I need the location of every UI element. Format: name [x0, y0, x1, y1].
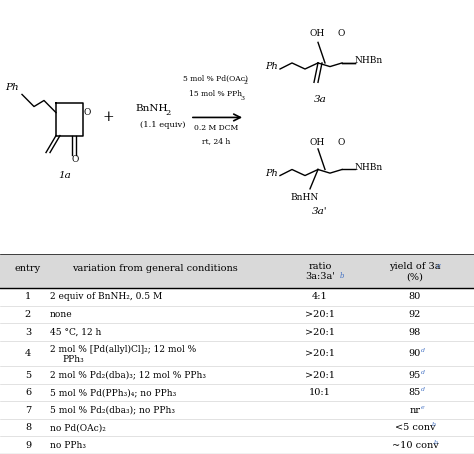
- Text: PPh₃: PPh₃: [62, 355, 84, 364]
- Text: c: c: [437, 262, 441, 270]
- Text: 9: 9: [25, 441, 31, 450]
- Text: 1a: 1a: [59, 171, 72, 180]
- Text: b: b: [340, 272, 345, 280]
- Text: nr: nr: [410, 405, 420, 415]
- Text: variation from general conditions: variation from general conditions: [72, 264, 238, 273]
- Text: 98: 98: [409, 328, 421, 336]
- Text: Ph: Ph: [265, 168, 278, 178]
- Text: 3a': 3a': [312, 207, 328, 217]
- Bar: [0, 254, 474, 288]
- Text: 92: 92: [409, 310, 421, 319]
- Text: b: b: [434, 440, 438, 445]
- Text: O: O: [338, 138, 346, 148]
- Text: 3a:3a': 3a:3a': [305, 272, 335, 281]
- Text: 8: 8: [25, 423, 31, 432]
- Text: 7: 7: [25, 405, 31, 415]
- Text: >20:1: >20:1: [305, 310, 335, 319]
- Text: rt, 24 h: rt, 24 h: [202, 138, 230, 146]
- Text: NHBn: NHBn: [355, 163, 383, 172]
- Text: >20:1: >20:1: [305, 328, 335, 336]
- Text: O: O: [338, 30, 346, 39]
- Text: d: d: [420, 387, 425, 392]
- Text: (1.1 equiv): (1.1 equiv): [140, 121, 185, 128]
- Text: 80: 80: [409, 292, 421, 301]
- Text: 2 mol % Pd₂(dba)₃; 12 mol % PPh₃: 2 mol % Pd₂(dba)₃; 12 mol % PPh₃: [50, 370, 206, 380]
- Text: NHBn: NHBn: [355, 56, 383, 65]
- Text: >20:1: >20:1: [305, 349, 335, 358]
- Text: 85: 85: [409, 388, 421, 397]
- Text: none: none: [50, 310, 73, 319]
- Text: >20:1: >20:1: [305, 370, 335, 380]
- Text: 2 equiv of BnNH₂, 0.5 M: 2 equiv of BnNH₂, 0.5 M: [50, 292, 162, 301]
- Text: yield of 3a: yield of 3a: [389, 262, 441, 271]
- Text: BnHN: BnHN: [290, 193, 318, 202]
- Text: 2: 2: [165, 109, 170, 117]
- Text: Ph: Ph: [5, 83, 18, 92]
- Text: 5 mol % Pd₂(dba₃); no PPh₃: 5 mol % Pd₂(dba₃); no PPh₃: [50, 405, 175, 415]
- Text: BnNH: BnNH: [135, 104, 167, 114]
- Text: Ph: Ph: [265, 62, 278, 71]
- Text: 5 mol % Pd(PPh₃)₄; no PPh₃: 5 mol % Pd(PPh₃)₄; no PPh₃: [50, 388, 176, 397]
- Text: OH: OH: [310, 30, 325, 39]
- Text: no PPh₃: no PPh₃: [50, 441, 86, 450]
- Text: 90: 90: [409, 349, 421, 358]
- Text: 6: 6: [25, 388, 31, 397]
- Text: ~10 conv: ~10 conv: [392, 441, 438, 450]
- Text: no Pd(OAc)₂: no Pd(OAc)₂: [50, 423, 106, 432]
- Text: b: b: [432, 422, 436, 427]
- Text: O: O: [72, 155, 79, 164]
- Text: d: d: [420, 370, 425, 375]
- Text: 2: 2: [25, 310, 31, 319]
- Text: 3: 3: [240, 95, 244, 101]
- Text: 10:1: 10:1: [309, 388, 331, 397]
- Text: (%): (%): [407, 272, 423, 281]
- Text: OH: OH: [310, 138, 325, 148]
- Text: 2: 2: [244, 80, 248, 85]
- Text: 15 mol % PPh: 15 mol % PPh: [190, 90, 243, 99]
- Text: 2 mol % [Pd(allyl)Cl]₂; 12 mol %: 2 mol % [Pd(allyl)Cl]₂; 12 mol %: [50, 345, 196, 354]
- Text: e: e: [420, 405, 424, 410]
- Text: 3a: 3a: [314, 95, 327, 104]
- Text: 95: 95: [409, 370, 421, 380]
- Text: 4:1: 4:1: [312, 292, 328, 301]
- Text: 5 mol % Pd(OAc): 5 mol % Pd(OAc): [183, 75, 248, 83]
- Text: <5 conv: <5 conv: [395, 423, 435, 432]
- Text: entry: entry: [15, 264, 41, 273]
- Text: 4: 4: [25, 349, 31, 358]
- Text: d: d: [420, 348, 425, 353]
- Text: +: +: [102, 110, 114, 124]
- Text: O: O: [84, 108, 91, 117]
- Text: ratio: ratio: [308, 262, 332, 271]
- Text: 5: 5: [25, 370, 31, 380]
- Text: 45 °C, 12 h: 45 °C, 12 h: [50, 328, 101, 336]
- Text: 1: 1: [25, 292, 31, 301]
- Text: 0.2 M DCM: 0.2 M DCM: [194, 124, 238, 132]
- Text: 3: 3: [25, 328, 31, 336]
